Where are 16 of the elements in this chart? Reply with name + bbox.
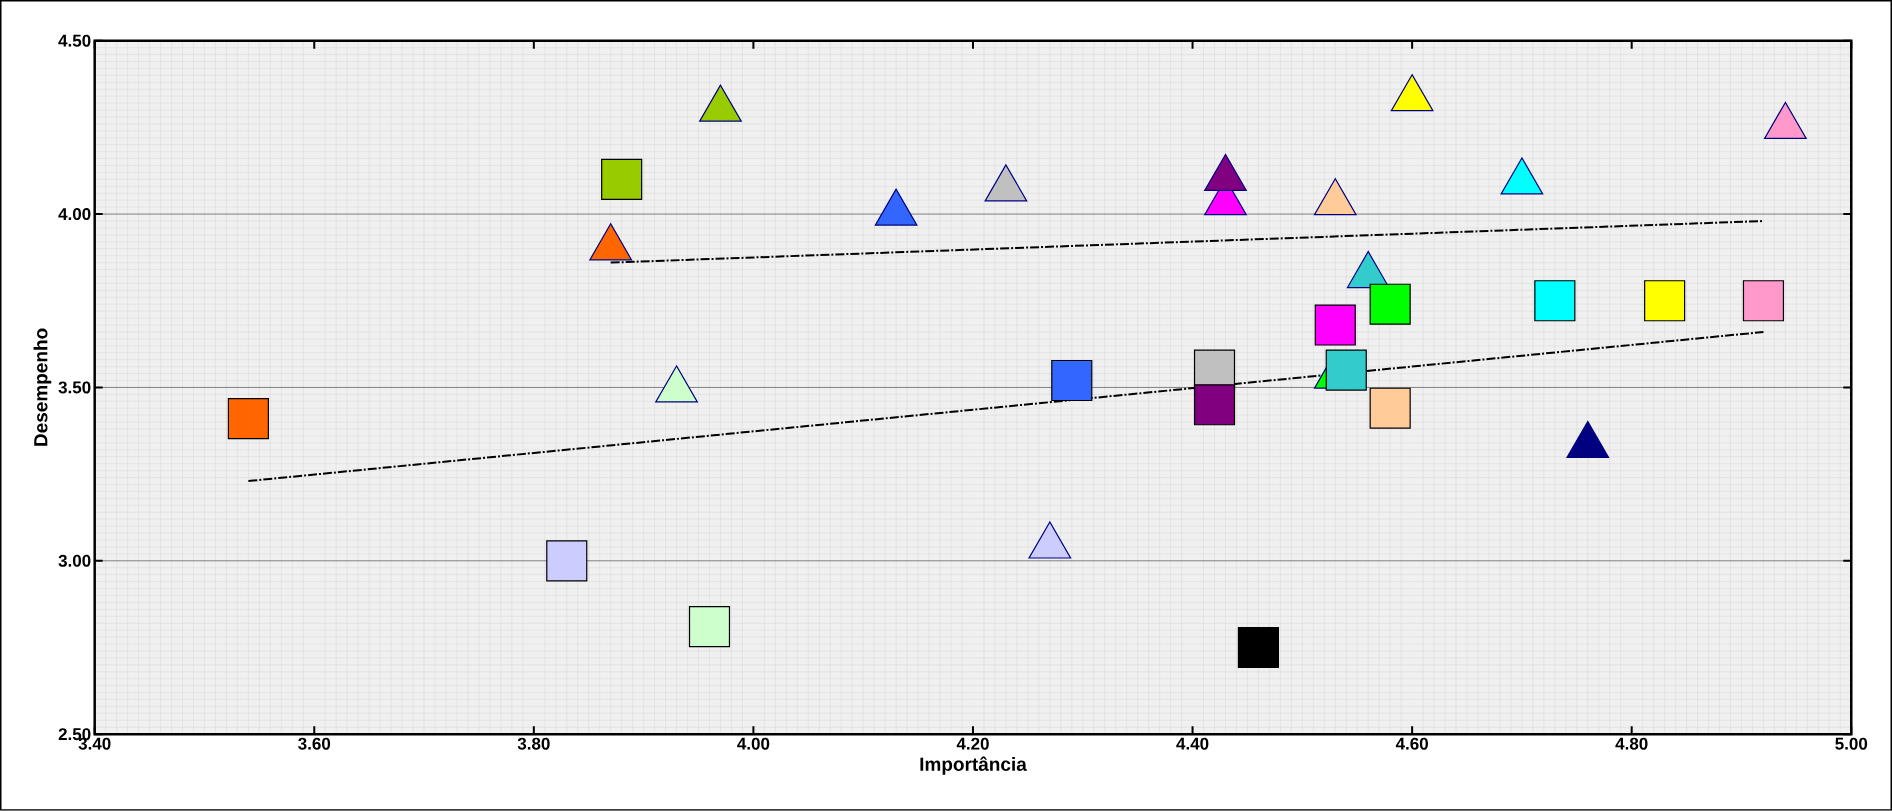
y-tick-label: 4.50 bbox=[58, 34, 91, 47]
x-tick-label: 4.40 bbox=[1176, 737, 1209, 750]
y-tick-label: 4.00 bbox=[58, 208, 91, 221]
x-tick-label: 3.60 bbox=[298, 737, 331, 750]
x-tick-label: 4.00 bbox=[737, 737, 770, 750]
point bbox=[1237, 626, 1280, 669]
x-axis-title: Importância bbox=[920, 756, 1027, 775]
y-axis-title: Desempenho bbox=[33, 328, 52, 446]
x-tick-label: 3.80 bbox=[517, 737, 550, 750]
x-tick-label: 4.20 bbox=[956, 737, 989, 750]
x-tick-label: 5.00 bbox=[1835, 737, 1868, 750]
x-tick-label: 4.80 bbox=[1615, 737, 1648, 750]
y-tick-label: 3.50 bbox=[58, 381, 91, 394]
y-tick-label: 3.00 bbox=[58, 554, 91, 567]
x-tick-label: 4.60 bbox=[1395, 737, 1428, 750]
point bbox=[1566, 420, 1610, 459]
